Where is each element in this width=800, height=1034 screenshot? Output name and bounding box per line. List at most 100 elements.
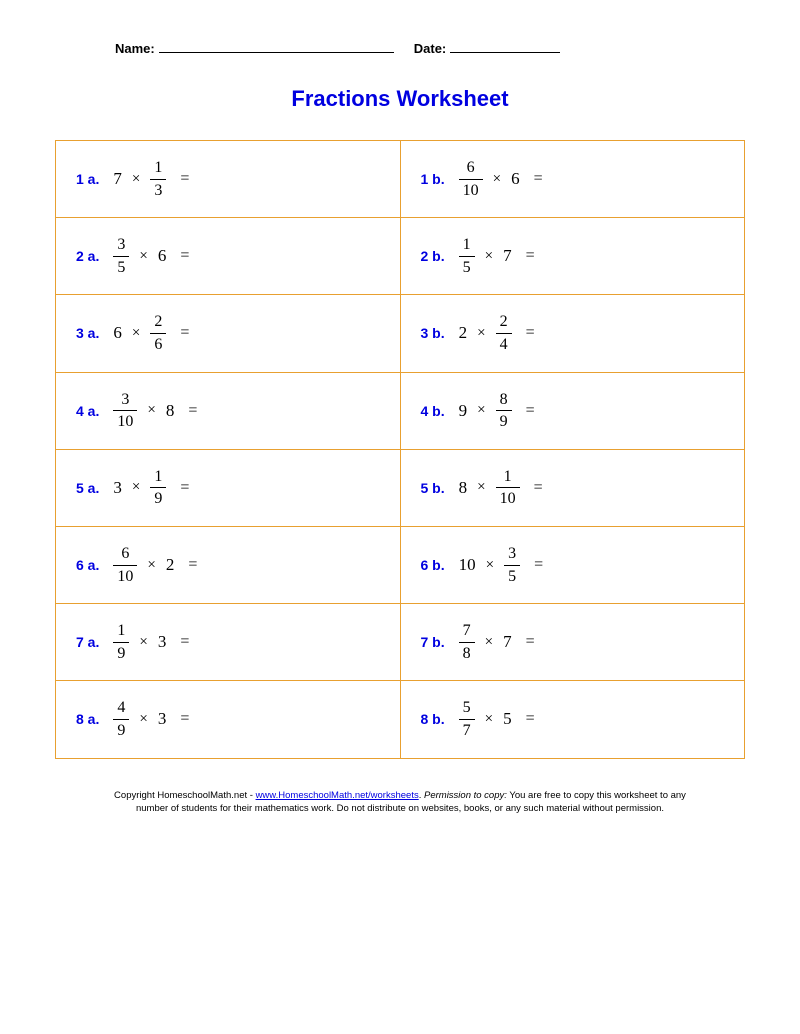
- whole-number: 6: [158, 246, 167, 266]
- worksheet-page: Name: Date: Fractions Worksheet 1 a.7×13…: [0, 0, 800, 835]
- denominator: 5: [113, 256, 129, 277]
- problem-cell: 4 b.9×89=: [400, 372, 745, 449]
- problem-cell: 2 b.15×7=: [400, 218, 745, 295]
- problem-label: 7 a.: [76, 634, 99, 650]
- whole-number: 8: [459, 478, 468, 498]
- footer-link[interactable]: www.HomeschoolMath.net/worksheets: [256, 790, 419, 801]
- denominator: 10: [113, 410, 137, 431]
- numerator: 3: [117, 391, 133, 411]
- problem-label: 4 b.: [421, 403, 445, 419]
- whole-number: 7: [503, 246, 512, 266]
- multiply-operator: ×: [132, 325, 140, 342]
- fraction: 35: [113, 236, 129, 276]
- denominator: 10: [496, 487, 520, 508]
- equals-sign: =: [188, 556, 197, 574]
- problem-row: 1 a.7×13=1 b.610×6=: [56, 141, 745, 218]
- date-label: Date:: [414, 41, 447, 56]
- expression: 310×8=: [113, 391, 197, 431]
- numerator: 1: [459, 236, 475, 256]
- whole-number: 2: [459, 323, 468, 343]
- denominator: 5: [504, 565, 520, 586]
- expression: 8×110=: [459, 468, 543, 508]
- problem-row: 6 a.610×2=6 b.10×35=: [56, 526, 745, 603]
- numerator: 2: [150, 313, 166, 333]
- footer-text-4: number of students for their mathematics…: [136, 803, 664, 814]
- expression: 9×89=: [459, 391, 535, 431]
- whole-number: 7: [113, 169, 122, 189]
- problem-row: 3 a.6×26=3 b.2×24=: [56, 295, 745, 372]
- whole-number: 3: [158, 709, 167, 729]
- problem-cell: 3 a.6×26=: [56, 295, 401, 372]
- numerator: 1: [150, 468, 166, 488]
- numerator: 3: [113, 236, 129, 256]
- date-blank[interactable]: [450, 40, 560, 53]
- equals-sign: =: [534, 556, 543, 574]
- numerator: 7: [459, 622, 475, 642]
- expression: 2×24=: [459, 313, 535, 353]
- multiply-operator: ×: [139, 248, 147, 265]
- denominator: 6: [150, 333, 166, 354]
- problem-label: 2 b.: [421, 248, 445, 264]
- whole-number: 10: [459, 555, 476, 575]
- fraction: 89: [496, 391, 512, 431]
- equals-sign: =: [526, 247, 535, 265]
- problem-label: 3 b.: [421, 325, 445, 341]
- multiply-operator: ×: [147, 402, 155, 419]
- whole-number: 6: [511, 169, 520, 189]
- denominator: 10: [113, 565, 137, 586]
- expression: 10×35=: [459, 545, 544, 585]
- footer: Copyright HomeschoolMath.net - www.Homes…: [55, 789, 745, 816]
- problem-grid: 1 a.7×13=1 b.610×6=2 a.35×6=2 b.15×7=3 a…: [55, 140, 745, 759]
- denominator: 3: [150, 179, 166, 200]
- page-title: Fractions Worksheet: [55, 86, 745, 112]
- problem-label: 8 a.: [76, 711, 99, 727]
- problem-label: 5 a.: [76, 480, 99, 496]
- equals-sign: =: [180, 710, 189, 728]
- equals-sign: =: [534, 479, 543, 497]
- problem-label: 1 b.: [421, 171, 445, 187]
- multiply-operator: ×: [485, 634, 493, 651]
- multiply-operator: ×: [139, 711, 147, 728]
- denominator: 5: [459, 256, 475, 277]
- problem-row: 2 a.35×6=2 b.15×7=: [56, 218, 745, 295]
- fraction: 19: [113, 622, 129, 662]
- equals-sign: =: [534, 170, 543, 188]
- whole-number: 9: [459, 401, 468, 421]
- expression: 3×19=: [113, 468, 189, 508]
- whole-number: 3: [158, 632, 167, 652]
- fraction: 13: [150, 159, 166, 199]
- multiply-operator: ×: [486, 557, 494, 574]
- header: Name: Date:: [55, 40, 745, 56]
- problem-row: 8 a.49×3=8 b.57×5=: [56, 681, 745, 758]
- problem-row: 7 a.19×3=7 b.78×7=: [56, 604, 745, 681]
- footer-permission-label: Permission to copy:: [424, 790, 507, 801]
- expression: 610×2=: [113, 545, 197, 585]
- fraction: 310: [113, 391, 137, 431]
- fraction: 610: [113, 545, 137, 585]
- multiply-operator: ×: [147, 557, 155, 574]
- problem-cell: 3 b. 2×24=: [400, 295, 745, 372]
- fraction: 57: [459, 699, 475, 739]
- numerator: 6: [463, 159, 479, 179]
- numerator: 2: [496, 313, 512, 333]
- name-blank[interactable]: [159, 40, 394, 53]
- problem-label: 8 b.: [421, 711, 445, 727]
- numerator: 8: [496, 391, 512, 411]
- whole-number: 6: [113, 323, 122, 343]
- multiply-operator: ×: [132, 171, 140, 188]
- fraction: 26: [150, 313, 166, 353]
- whole-number: 3: [113, 478, 122, 498]
- denominator: 9: [113, 642, 129, 663]
- expression: 35×6=: [113, 236, 189, 276]
- expression: 610×6=: [459, 159, 543, 199]
- fraction: 110: [496, 468, 520, 508]
- expression: 15×7=: [459, 236, 535, 276]
- problem-cell: 1 b.610×6=: [400, 141, 745, 218]
- denominator: 7: [459, 719, 475, 740]
- equals-sign: =: [526, 402, 535, 420]
- denominator: 9: [113, 719, 129, 740]
- problem-cell: 6 b.10×35=: [400, 526, 745, 603]
- whole-number: 5: [503, 709, 512, 729]
- denominator: 4: [496, 333, 512, 354]
- problem-cell: 8 b.57×5=: [400, 681, 745, 758]
